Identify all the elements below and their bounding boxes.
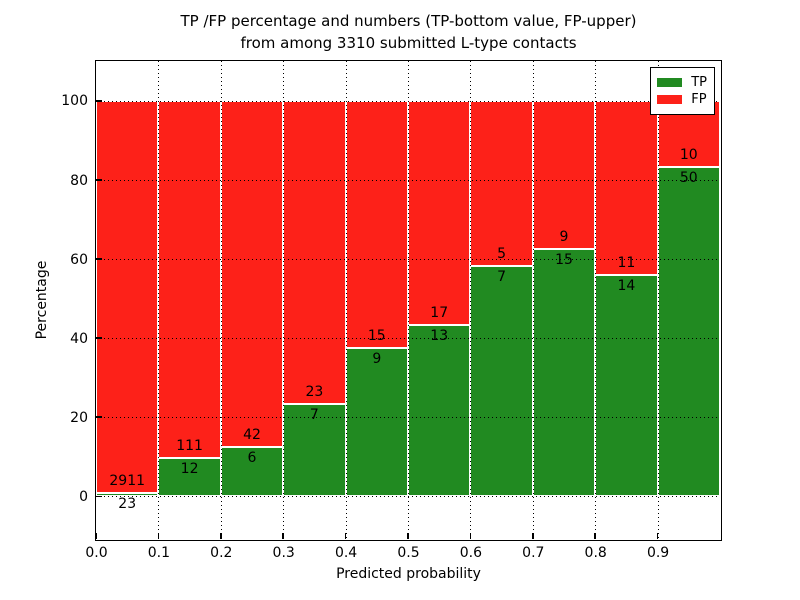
gridline-vertical [408, 61, 409, 539]
tp-count-label: 14 [617, 277, 636, 294]
tp-count-label: 6 [247, 449, 257, 466]
y-tick-label: 100 [61, 93, 88, 110]
bar-segment-tp [595, 274, 658, 497]
y-tick-mark [96, 416, 102, 418]
grid-layer [96, 61, 721, 540]
tick-marks-layer [95, 61, 721, 540]
x-tick-mark [594, 533, 596, 539]
gridline-vertical [657, 61, 659, 539]
tp-count-label: 9 [372, 351, 382, 368]
x-tick-label: 0.5 [397, 545, 420, 561]
y-tick-mark [96, 179, 102, 181]
x-tick-mark [220, 533, 222, 539]
legend-entry-fp: FP [657, 92, 707, 107]
fp-count-label: 10 [679, 146, 698, 163]
x-tick-label: 0.2 [210, 545, 233, 561]
bar-segment-fp [408, 100, 471, 325]
y-tick-mark [96, 258, 102, 260]
x-tick-label: 0.3 [272, 545, 295, 561]
bar-segment-fp [470, 100, 533, 266]
y-tick-label: 0 [79, 488, 88, 505]
bars-layer [96, 61, 721, 540]
tp-count-label: 50 [679, 169, 698, 186]
gridline-vertical [345, 61, 347, 539]
fp-count-label: 17 [430, 304, 449, 321]
fp-count-label: 9 [559, 229, 569, 246]
fp-count-label: 5 [497, 245, 507, 262]
x-tick-label: 0.4 [334, 545, 358, 561]
tp-count-label: 15 [555, 252, 573, 269]
legend-swatch-fp [657, 95, 683, 104]
fp-count-label: 15 [367, 328, 386, 345]
chart-title-line1: TP /FP percentage and numbers (TP-bottom… [180, 12, 637, 30]
gridline-vertical [158, 61, 160, 539]
bar-segment-tp [96, 493, 159, 497]
legend-label-fp: FP [691, 92, 707, 107]
bar-segment-tp [657, 166, 720, 497]
y-axis-label: Percentage [34, 260, 50, 340]
chart-title-line2: from among 3310 submitted L-type contact… [240, 34, 577, 52]
chart-title: TP /FP percentage and numbers (TP-bottom… [95, 10, 722, 54]
y-tick-label: 20 [70, 409, 88, 426]
gridline-vertical [532, 61, 534, 539]
x-tick-label: 0.9 [646, 545, 670, 561]
x-tick-mark [282, 533, 284, 539]
bar-segment-fp [595, 100, 658, 275]
x-tick-label: 0.0 [85, 545, 108, 561]
tp-count-label: 23 [118, 496, 137, 513]
bar-segment-tp [220, 446, 284, 497]
bar-segment-fp [283, 100, 346, 405]
bar-segment-fp [532, 100, 596, 250]
fp-count-label: 42 [243, 426, 261, 443]
bar-segment-tp [283, 404, 346, 497]
x-tick-mark [344, 533, 347, 539]
y-tick-label: 60 [70, 251, 88, 268]
tp-count-label: 7 [497, 268, 507, 285]
x-tick-label: 0.7 [522, 545, 545, 561]
x-tick-mark [532, 533, 534, 539]
y-tick-mark [96, 495, 102, 498]
legend-entry-tp: TP [657, 75, 707, 90]
fp-count-label: 111 [176, 437, 203, 454]
legend-swatch-tp [657, 78, 683, 87]
bar-segment-tp [532, 249, 596, 497]
gridline-vertical [220, 61, 222, 539]
y-tick-label: 80 [70, 172, 88, 189]
y-tick-mark [96, 100, 102, 102]
tp-count-label: 7 [309, 407, 319, 424]
x-tick-mark [407, 533, 409, 539]
bar-segment-fp [158, 100, 221, 458]
tp-count-label: 12 [180, 460, 199, 477]
x-tick-mark [95, 533, 97, 539]
fp-count-label: 11 [617, 254, 636, 271]
x-tick-label: 0.6 [459, 545, 483, 561]
y-tick-mark [96, 337, 102, 339]
fp-count-label: 23 [305, 384, 324, 401]
bar-segment-tp [345, 348, 408, 497]
x-tick-label: 0.1 [147, 545, 171, 561]
legend-label-tp: TP [691, 75, 707, 90]
bar-segment-fp [345, 100, 408, 349]
bar-segment-fp [96, 100, 159, 494]
legend: TP FP [650, 67, 715, 115]
gridline-vertical [283, 61, 285, 539]
gridline-vertical [470, 61, 472, 539]
bar-value-labels-layer: 2911 23 111 12 42 6 23 7 15 9 17 13 5 7 9 15 11 14 10 50 [96, 61, 721, 540]
x-tick-mark [469, 533, 472, 539]
x-tick-label: 0.8 [584, 545, 607, 561]
y-tick-label: 40 [70, 330, 88, 347]
tp-count-label: 13 [430, 327, 449, 344]
fp-count-label: 2911 [109, 473, 146, 490]
x-tick-mark [656, 533, 659, 539]
gridline-vertical [595, 61, 597, 539]
x-axis-label: Predicted probability [336, 566, 481, 582]
x-tick-mark [157, 533, 160, 539]
plot-area: 2911 23 111 12 42 6 23 7 15 9 17 13 5 7 9 15 11 14 10 50 TP… [95, 60, 722, 541]
